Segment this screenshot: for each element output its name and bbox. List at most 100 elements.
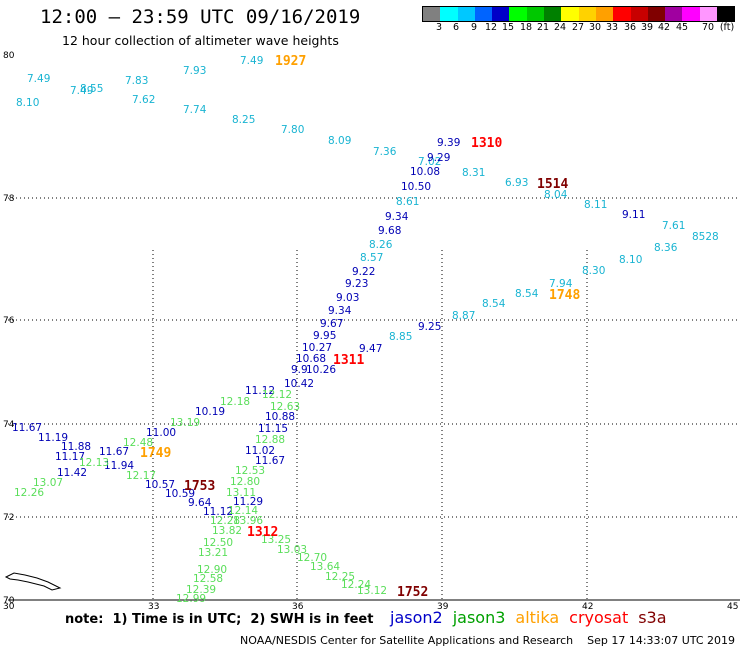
legend-swatch	[647, 7, 666, 21]
legend-label: 3	[435, 22, 443, 33]
legend-label: 39	[640, 22, 654, 33]
legend-label: 33	[605, 22, 619, 33]
wave-height-value: 11.67	[99, 446, 129, 458]
pass-time-stamp: 1514	[537, 177, 568, 192]
wave-height-value: 12.25	[325, 571, 355, 583]
legend-label: 30	[588, 22, 602, 33]
pass-time-stamp: 1311	[333, 353, 364, 368]
wave-height-value: 9.95	[313, 330, 336, 342]
wave-height-value: 7.80	[281, 124, 304, 136]
wave-height-value: 9.64	[188, 497, 212, 509]
latitude-label: 78	[3, 194, 15, 204]
legend-swatch	[613, 7, 631, 21]
longitude-label: 30	[3, 602, 15, 612]
legend-label: 18	[519, 22, 533, 33]
wave-height-value: 9.9	[291, 364, 308, 376]
legend-swatch	[544, 7, 562, 21]
wave-height-value: 7.02	[418, 156, 441, 168]
wave-height-value: 8.04	[544, 189, 568, 201]
wave-height-value: 13.21	[198, 547, 228, 559]
wave-height-value: 12.70	[297, 552, 327, 564]
wave-height-value: 8.30	[582, 265, 605, 277]
wave-height-value: 9.39	[437, 137, 460, 149]
wave-height-value: 8.87	[452, 310, 475, 322]
wave-height-value: 11.42	[57, 467, 87, 479]
wave-height-value: 7.49	[27, 73, 50, 85]
legend-label: 12	[484, 22, 498, 33]
pass-time-stamp: 1749	[140, 446, 171, 461]
time-stamps: 1927 1310 1514 1748 1311 1749 1753 1312 1752	[140, 54, 580, 600]
wave-height-value: 9.34	[328, 305, 352, 317]
wave-height-value: 8.09	[328, 135, 351, 147]
wave-height-value: 8.54	[482, 298, 506, 310]
wave-height-value: 13.11	[226, 487, 256, 499]
wave-height-value: 13.82	[212, 525, 242, 537]
wave-height-value: 12.18	[220, 396, 250, 408]
page-title: 12:00 – 23:59 UTC 09/16/2019	[40, 6, 361, 28]
wave-height-value: 10.27	[302, 342, 332, 354]
wave-height-value: 8.25	[232, 114, 255, 126]
wave-height-value: 11.12	[203, 506, 233, 518]
wave-height-value: 7.94	[549, 278, 573, 290]
wave-height-value: 12.99	[176, 593, 206, 605]
wave-height-value: 10.26	[306, 364, 336, 376]
longitude-label: 36	[292, 602, 304, 612]
legend-swatch	[578, 7, 596, 21]
wave-height-value: 13.64	[310, 561, 340, 573]
wave-height-value: 12.63	[270, 401, 300, 413]
wave-height-value: 7.61	[662, 220, 685, 232]
wave-height-value: 9.68	[378, 225, 401, 237]
latitude-label: 72	[3, 513, 14, 523]
wave-height-value: 8.10	[619, 254, 642, 266]
wave-height-value: 10.42	[284, 378, 314, 390]
coastline-fragment	[4, 572, 62, 591]
wave-height-value: 12.39	[186, 584, 216, 596]
wave-height-value: 8.61	[396, 196, 419, 208]
wave-height-value: 13.25	[261, 534, 291, 546]
wave-height-value: 7.62	[132, 94, 155, 106]
wave-height-value: 12.48	[123, 437, 153, 449]
wave-height-value: 12.24	[341, 579, 371, 591]
wave-height-value: 7.83	[125, 75, 148, 87]
coastline	[4, 572, 62, 591]
wave-height-value: 11.15	[258, 423, 288, 435]
legend-label: 70	[701, 22, 715, 33]
wave-height-value: 8.55	[80, 83, 103, 95]
wave-height-value: 6.93	[505, 177, 528, 189]
latitude-label: 74	[3, 420, 15, 430]
wave-height-value: 9.29	[427, 152, 450, 164]
wave-height-value: 13.96	[233, 515, 263, 527]
satellite-name: s3a	[638, 608, 667, 627]
wave-height-value: 7.49	[240, 55, 263, 67]
wave-height-value: 10.08	[410, 166, 440, 178]
legend-unit: (ft)	[719, 22, 735, 33]
wave-height-value: 11.02	[245, 445, 275, 457]
wave-height-value: 11.12	[245, 385, 275, 397]
satellite-legend: jason2 jason3 altika cryosat s3a	[390, 608, 677, 627]
wave-height-value: 9.25	[418, 321, 441, 333]
legend-label: 9	[470, 22, 478, 33]
wave-height-value: 8.54	[515, 288, 539, 300]
pass-time-stamp: 1752	[397, 585, 428, 600]
wave-height-value: 12.26	[14, 487, 44, 499]
wave-height-value: 10.50	[401, 181, 431, 193]
pass-time-stamp: 1310	[471, 136, 502, 151]
wave-height-value: 8.10	[16, 97, 39, 109]
latitude-label: 70	[3, 596, 15, 606]
legend-swatch	[561, 7, 579, 21]
legend-swatch	[474, 7, 493, 21]
pass-time-stamp: 1927	[275, 54, 306, 69]
wave-height-value: 11.00	[146, 427, 176, 439]
satellite-name: cryosat	[569, 608, 629, 627]
wave-height-values: 7.498.557.498.107.837.627.937.747.498.25…	[12, 55, 719, 605]
wave-height-value: 12.17	[126, 470, 156, 482]
legend-label: 42	[657, 22, 671, 33]
wave-height-value: 11.17	[55, 451, 85, 463]
longitude-label: 45	[727, 602, 738, 612]
legend-swatch	[457, 7, 475, 21]
wave-height-value: 8.36	[654, 242, 678, 254]
wave-height-value: 8.85	[389, 331, 412, 343]
legend-label: 27	[571, 22, 585, 33]
legend-swatch	[423, 7, 441, 21]
pass-time-stamp: 1748	[549, 288, 580, 303]
